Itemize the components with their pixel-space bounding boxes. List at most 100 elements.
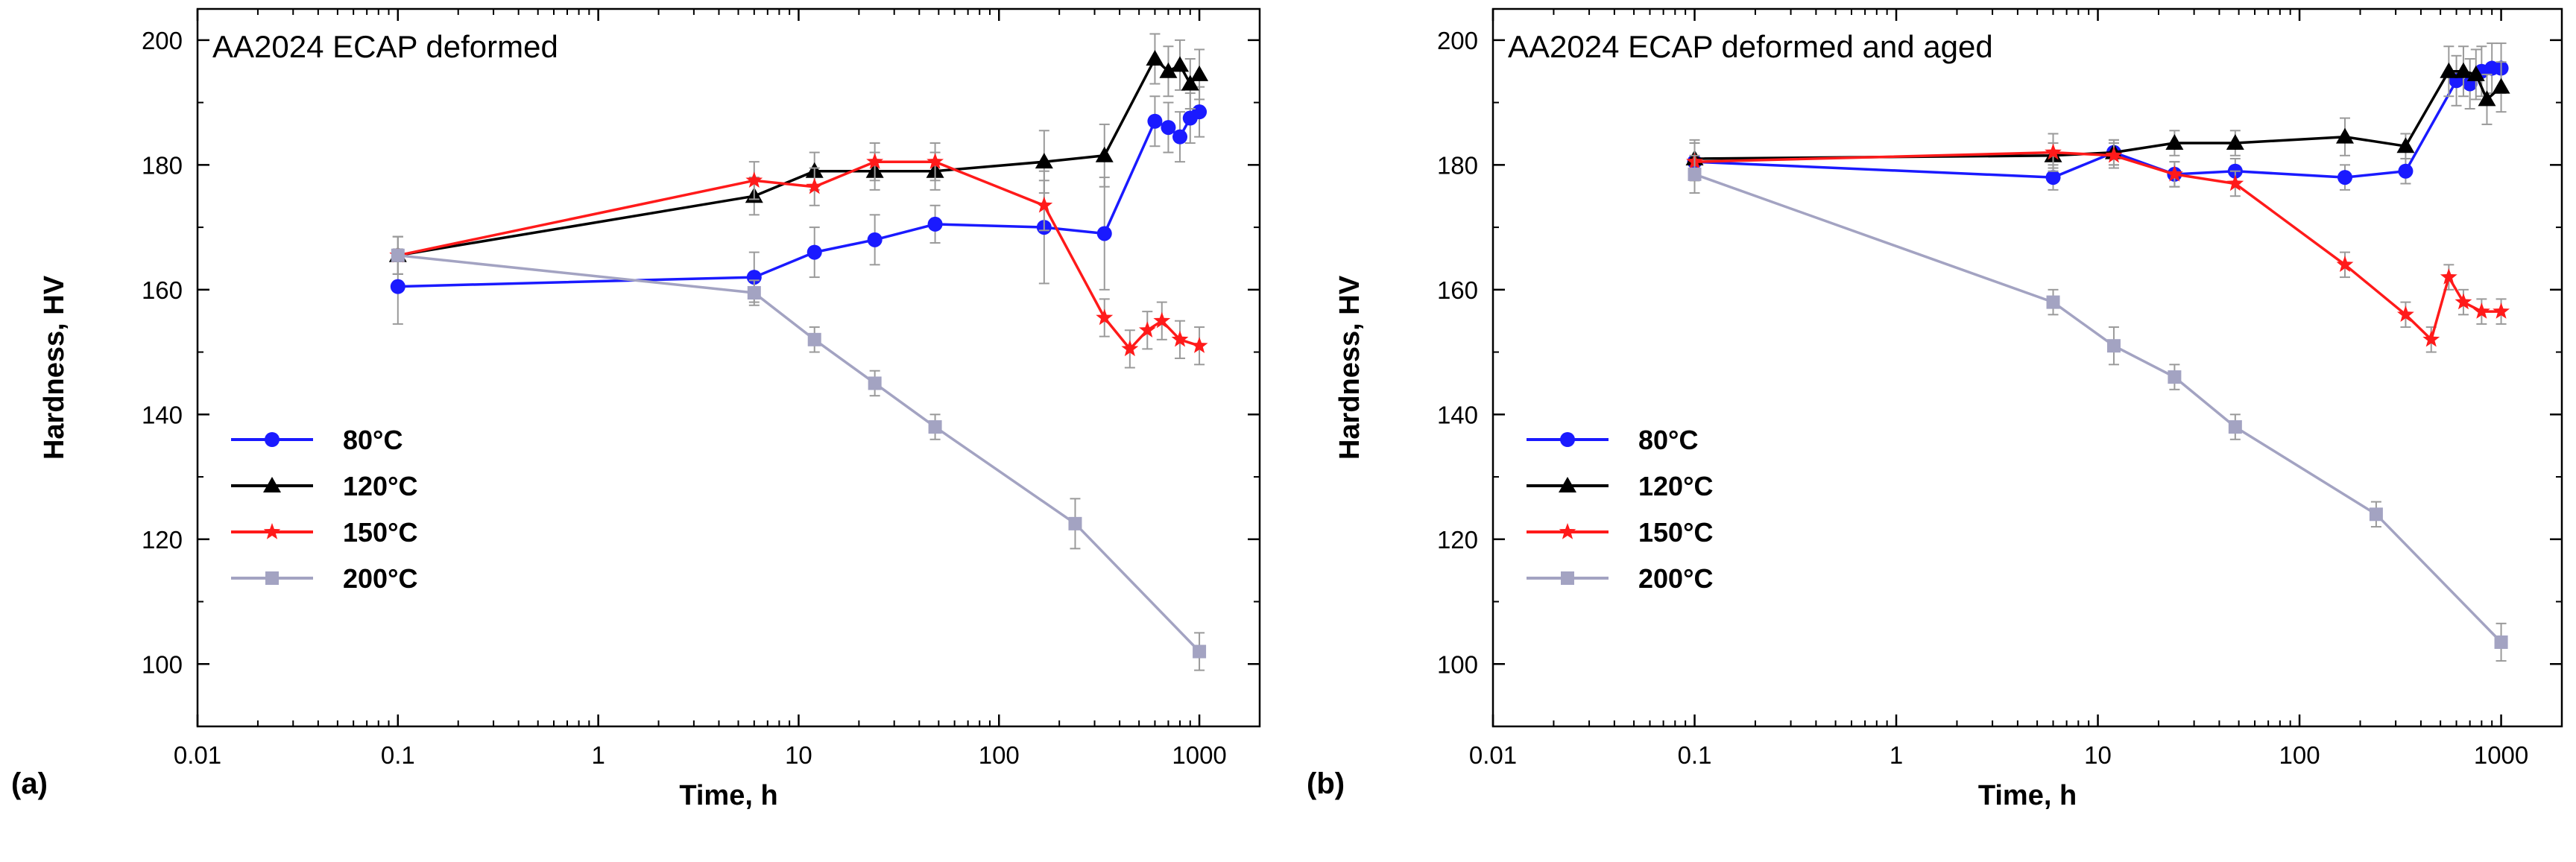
panel-b-ytick-label: 160 (1437, 276, 1478, 304)
panel-b-xtick-label: 10 (2084, 741, 2112, 769)
panel-a-legend-entry: 120°C (343, 471, 417, 501)
panel-b-data-point (2226, 174, 2244, 191)
panel-b-legend-marker (1561, 571, 1574, 585)
panel-a-series-80 (390, 86, 1208, 325)
panel-a-data-point (926, 153, 944, 169)
panel-b: 100 120 140 160 180 200 0.01 0.1 1 10 100 1000 Time,… (1307, 7, 2563, 811)
panel-a-title: AA2024 ECAP deformed (212, 29, 558, 64)
panel-a-data-point (1171, 330, 1189, 347)
panel-b-ytick-label: 200 (1437, 27, 1478, 54)
panel-a-data-point (1190, 337, 1208, 353)
panel-a-data-point (1096, 308, 1114, 326)
panel-b-data-point (2165, 134, 2184, 150)
panel-a-legend-entry: 80°C (343, 425, 402, 455)
panel-a-data-point (1095, 146, 1114, 162)
panel-a-data-point (1192, 104, 1208, 120)
panel-b-data-point (1688, 167, 1702, 181)
panel-a-data-point (866, 153, 884, 169)
panel-b-data-point (2440, 268, 2457, 285)
panel-b-data-point (2478, 90, 2496, 107)
panel-b-data-point (2422, 330, 2440, 347)
panel-b-legend-value: 120 (1638, 471, 1683, 501)
panel-b-data-point (2337, 170, 2353, 186)
panel-b-data-point (2166, 165, 2183, 182)
panel-a-legend-unit: °C (388, 563, 417, 594)
panel-b-data-point (2440, 62, 2458, 78)
panel-b-ylabel: Hardness, HV (1334, 275, 1366, 460)
panel-b-panel-label: (b) (1307, 767, 1345, 800)
panel-a-data-point (868, 376, 882, 390)
panel-a-xtick-label: 1000 (1172, 741, 1226, 769)
panel-b-legend-entry: 150°C (1638, 517, 1713, 548)
panel-a-data-point (1147, 113, 1163, 129)
panel-a-data-point (1181, 75, 1199, 91)
panel-b-legend-entry: 120°C (1638, 471, 1713, 501)
panel-a-data-point (1190, 65, 1209, 81)
panel-a-data-point (1193, 644, 1207, 659)
panel-a-data-point (1172, 129, 1188, 145)
panel-b-data-point (2369, 507, 2383, 522)
panel-a-panel-label: (a) (11, 767, 48, 800)
panel-b-legend-value: 200 (1638, 563, 1683, 594)
panel-b-legend-marker (1559, 477, 1576, 492)
panel-a-ytick-label: 120 (142, 526, 183, 554)
panel-a-data-point (1153, 311, 1171, 329)
panel-a-legend-marker (263, 477, 281, 492)
panel-a-data-point (807, 332, 821, 346)
panel-b-data-point (2046, 295, 2060, 309)
panel-a: 100 120 140 160 180 200 0.01 0.1 1 10 100 1000 Time,… (11, 7, 1261, 811)
panel-a-data-point (391, 248, 405, 262)
panel-b-data-point (2454, 62, 2472, 78)
panel-b-data-point (2396, 137, 2415, 153)
panel-a-data-point (806, 177, 824, 194)
panel-b-legend-marker (1560, 432, 1575, 447)
panel-b-data-point (2397, 305, 2414, 322)
panel-b-data-point (2168, 370, 2182, 384)
panel-a-series-line (397, 160, 1200, 351)
panel-b-legend-marker (1559, 523, 1576, 539)
panel-b-data-point (2045, 143, 2062, 160)
panel-b-ytick-label: 100 (1437, 650, 1478, 678)
panel-a-data-point (747, 286, 761, 300)
panel-b-data-point (2466, 65, 2485, 81)
panel-a-ytick-label: 100 (142, 650, 183, 678)
panel-a-series-line (397, 110, 1201, 288)
panel-b-legend-unit: °C (1683, 563, 1713, 594)
panel-b-legend-value: 150 (1638, 517, 1683, 548)
panel-a-ylabel: Hardness, HV (39, 275, 70, 460)
panel-a-xtick-label: 0.01 (174, 741, 221, 769)
panel-b-data-point (2492, 77, 2510, 94)
panel-a-data-point (390, 279, 405, 294)
panel-b-legend-entry: 80°C (1638, 425, 1698, 455)
panel-b-ytick-label: 180 (1437, 151, 1478, 179)
panel-a-xtick-label: 0.1 (381, 741, 415, 769)
panel-b-xtick-label: 100 (2279, 741, 2320, 769)
panel-a-legend-value: 200 (343, 563, 388, 594)
panel-a-ytick-label: 180 (142, 151, 183, 179)
panel-a-series-200 (391, 235, 1207, 671)
panel-b-data-point (2472, 302, 2490, 319)
panel-a-legend-marker (265, 571, 279, 585)
panel-b-data-point (2455, 293, 2472, 310)
panel-b-series-200 (1688, 154, 2508, 662)
panel-a-series-150 (389, 142, 1208, 369)
panel-a-data-point (928, 420, 942, 434)
panel-b-xtick-label: 0.01 (1469, 741, 1517, 769)
panel-b-legend-unit: °C (1668, 425, 1698, 455)
panel-b-legend-value: 80 (1638, 425, 1668, 455)
panel-a-data-point (867, 232, 883, 247)
panel-a-data-point (1171, 56, 1190, 72)
panel-b-series-150 (1686, 133, 2510, 353)
panel-b-series-line (1694, 66, 2501, 179)
panel-a-data-point (1121, 340, 1139, 357)
panel-b-data-point (2045, 170, 2061, 186)
panel-a-legend-entry: 200°C (343, 563, 417, 594)
panel-b-data-point (2226, 134, 2244, 150)
panel-a-plot-frame (196, 7, 1261, 728)
panel-a-data-point (1138, 321, 1156, 337)
panel-b-data-point (2336, 256, 2354, 272)
panel-b-legend-unit: °C (1683, 471, 1713, 501)
panel-b-title: AA2024 ECAP deformed and aged (1508, 29, 1993, 64)
panel-b-ytick-label: 140 (1437, 401, 1478, 428)
